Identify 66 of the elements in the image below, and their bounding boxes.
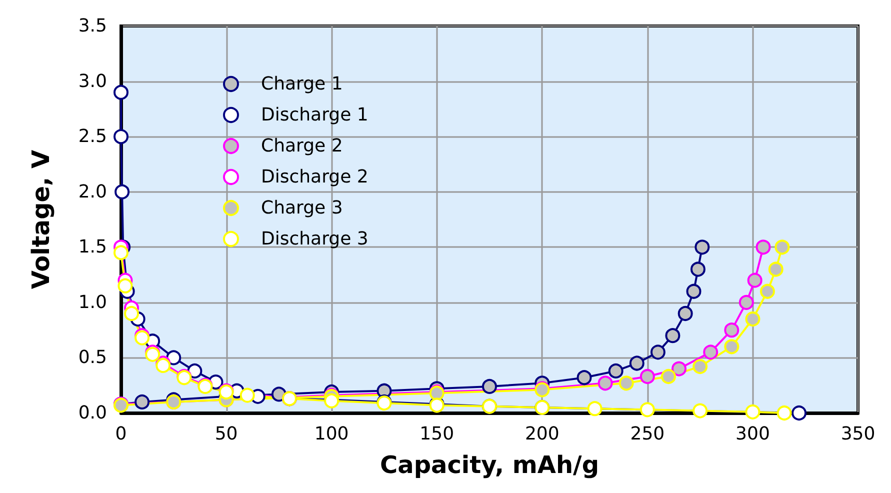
point — [640, 369, 655, 384]
y-tick-label: 1.5 — [78, 236, 107, 258]
point — [678, 306, 693, 321]
point — [114, 245, 128, 260]
y-tick-label: 0.0 — [78, 402, 107, 424]
point — [724, 339, 740, 354]
point — [114, 84, 128, 100]
y-tick-label: 2.0 — [78, 181, 107, 202]
point — [598, 376, 613, 391]
legend-label: Discharge 2 — [261, 166, 368, 188]
point — [665, 328, 680, 344]
legend-label: Charge 1 — [261, 74, 343, 94]
point — [776, 406, 792, 420]
point — [187, 363, 202, 378]
point — [672, 361, 687, 376]
point — [166, 350, 182, 366]
point — [576, 370, 592, 386]
point — [692, 359, 708, 374]
legend-label: Charge 3 — [261, 198, 343, 218]
legend-label: Discharge 1 — [261, 104, 368, 126]
x-tick-label: 50 — [214, 424, 238, 444]
x-tick-label: 0 — [115, 424, 127, 444]
point — [747, 272, 762, 288]
point — [124, 306, 140, 321]
point — [745, 312, 760, 327]
x-tick-label: 250 — [630, 424, 665, 444]
point — [134, 394, 150, 410]
point — [690, 262, 706, 277]
point — [768, 262, 784, 277]
point — [640, 402, 655, 418]
y-axis-title: Voltage, V — [27, 150, 55, 290]
x-tick-label: 150 — [420, 424, 454, 444]
y-tick-label: 0.5 — [78, 347, 107, 368]
point — [738, 294, 754, 310]
y-tick-label: 3.5 — [78, 16, 107, 36]
point — [118, 278, 133, 294]
point — [792, 406, 807, 420]
x-tick-label: 100 — [314, 424, 349, 444]
y-tick-label: 1.0 — [78, 292, 107, 313]
point — [650, 344, 666, 360]
y-tick-label: 3.0 — [78, 70, 107, 92]
point — [760, 284, 775, 299]
point — [618, 376, 634, 391]
legend-label: Charge 2 — [261, 136, 343, 156]
point — [482, 378, 497, 394]
point — [694, 240, 710, 255]
point — [774, 240, 790, 255]
point — [724, 322, 740, 338]
point — [240, 388, 255, 403]
point — [114, 184, 130, 200]
point — [756, 240, 771, 255]
point — [629, 356, 644, 371]
point — [114, 129, 128, 144]
x-axis-title: Capacity, mAh/g — [380, 451, 599, 479]
point — [692, 403, 708, 418]
x-tick-label: 350 — [840, 424, 876, 444]
x-tick-label: 200 — [524, 424, 560, 444]
point — [661, 369, 676, 384]
point — [686, 284, 702, 299]
point — [587, 401, 602, 416]
y-tick-label: 2.5 — [78, 126, 107, 148]
point — [745, 404, 760, 420]
legend-label: Discharge 3 — [261, 228, 368, 250]
x-tick-label: 300 — [736, 424, 770, 444]
point — [608, 363, 624, 378]
point — [703, 344, 718, 360]
